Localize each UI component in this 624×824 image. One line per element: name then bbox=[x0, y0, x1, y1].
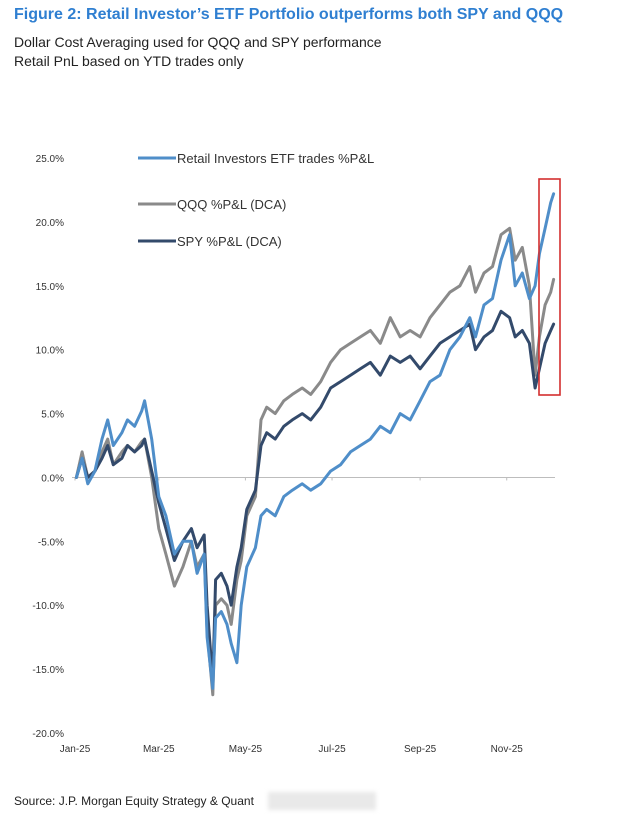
chart-legend: Retail Investors ETF trades %P&L QQQ %P&L… bbox=[138, 151, 374, 249]
legend-item-qqq: QQQ %P&L (DCA) bbox=[138, 197, 286, 212]
series-retail-line bbox=[74, 192, 556, 690]
y-tick-label: 15.0% bbox=[36, 282, 64, 293]
x-tick-label: May-25 bbox=[229, 744, 263, 755]
y-tick-label: 5.0% bbox=[41, 410, 64, 421]
legend-item-retail: Retail Investors ETF trades %P&L bbox=[138, 151, 374, 166]
legend-item-spy: SPY %P&L (DCA) bbox=[138, 234, 282, 249]
highlight-box bbox=[538, 178, 561, 396]
figure-subtitle-2: Retail PnL based on YTD trades only bbox=[14, 53, 244, 69]
y-tick-label: 10.0% bbox=[36, 346, 64, 357]
y-tick-label: -20.0% bbox=[32, 729, 64, 740]
y-tick-label: -10.0% bbox=[32, 601, 64, 612]
legend-label: SPY %P&L (DCA) bbox=[177, 234, 282, 249]
y-tick-label: 20.0% bbox=[36, 218, 64, 229]
x-tick-label: Nov-25 bbox=[491, 744, 524, 755]
x-tick-label: Sep-25 bbox=[404, 744, 437, 755]
x-tick-label: Jul-25 bbox=[318, 744, 346, 755]
figure-title: Figure 2: Retail Investor’s ETF Portfoli… bbox=[14, 6, 564, 23]
blurred-watermark bbox=[268, 792, 376, 810]
chart-series bbox=[74, 192, 556, 697]
legend-label: QQQ %P&L (DCA) bbox=[177, 197, 286, 212]
y-tick-label: 0.0% bbox=[41, 473, 64, 484]
figure-subtitle-1: Dollar Cost Averaging used for QQQ and S… bbox=[14, 34, 382, 50]
x-tick-label: Mar-25 bbox=[143, 744, 175, 755]
series-spy-line bbox=[74, 309, 556, 684]
x-tick-label: Jan-25 bbox=[60, 744, 91, 755]
y-tick-label: 25.0% bbox=[36, 154, 64, 165]
series-qqq-line bbox=[74, 226, 556, 697]
source-note: Source: J.P. Morgan Equity Strategy & Qu… bbox=[14, 794, 254, 808]
legend-label: Retail Investors ETF trades %P&L bbox=[177, 151, 374, 166]
y-tick-label: -5.0% bbox=[38, 537, 64, 548]
y-tick-label: -15.0% bbox=[32, 665, 64, 676]
